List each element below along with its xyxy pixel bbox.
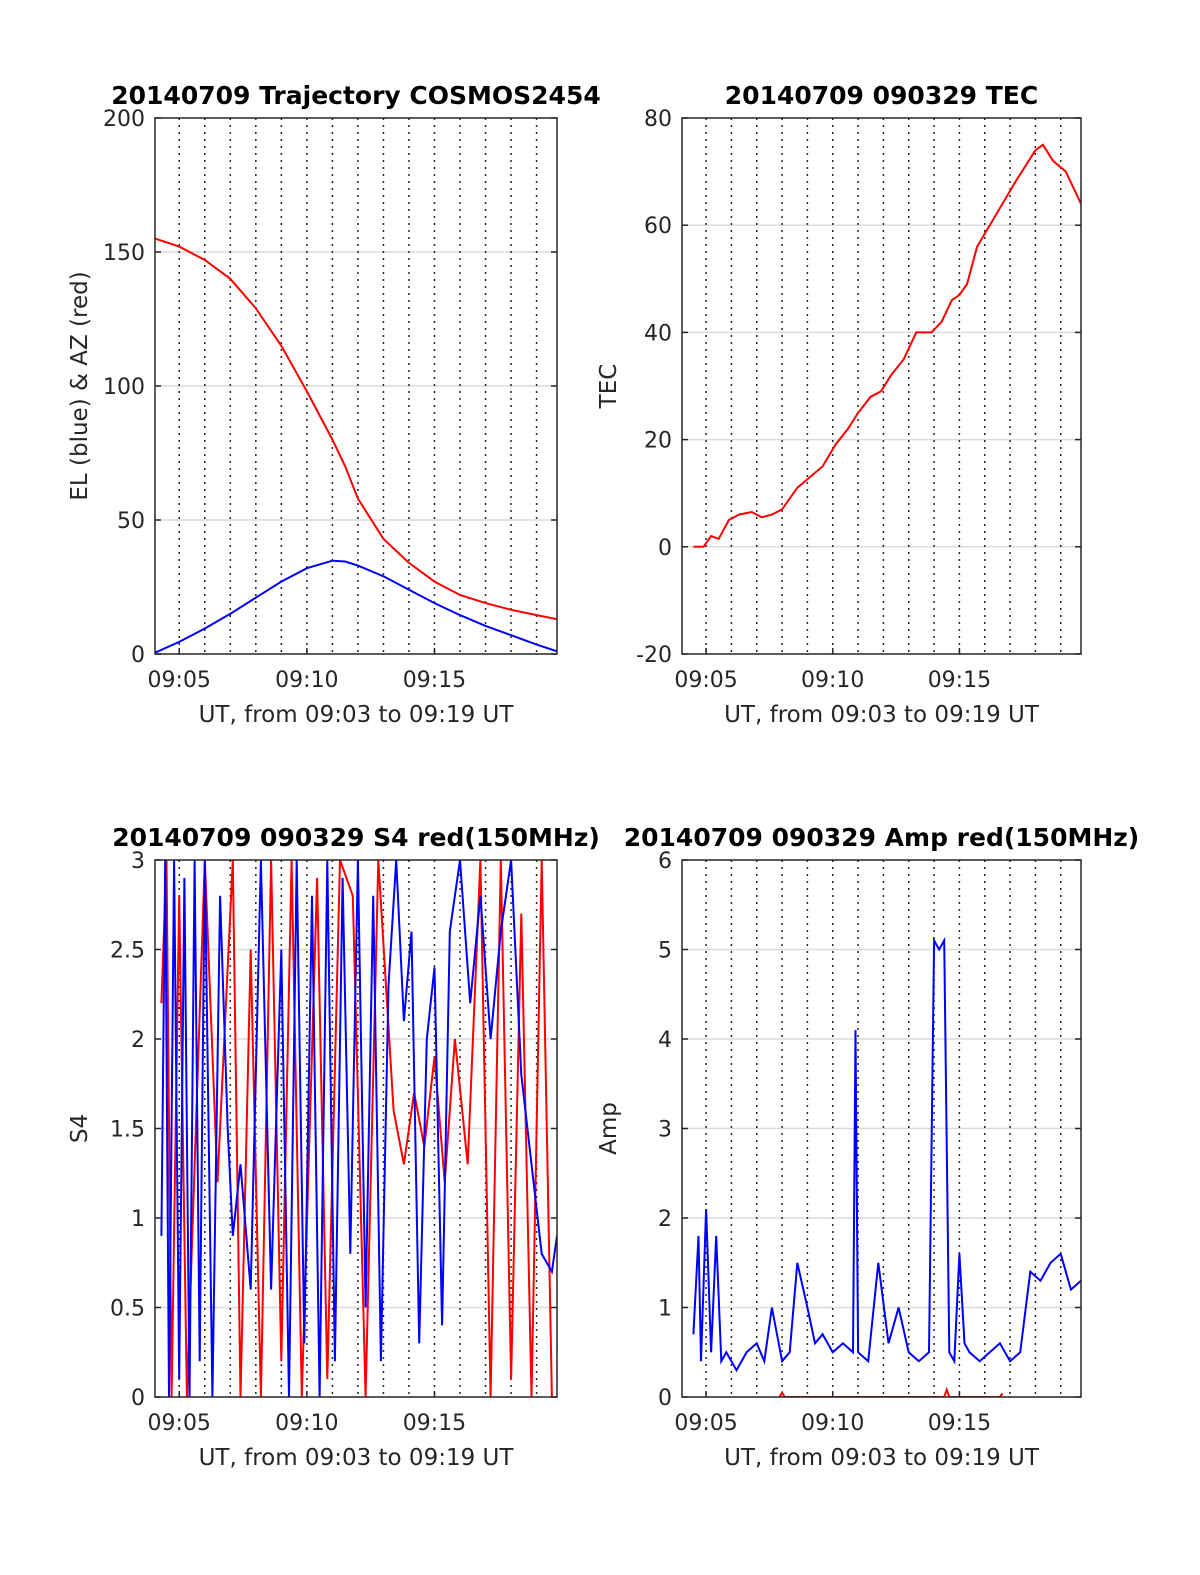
series-line-2 — [160, 860, 557, 1397]
y-axis-label: S4 — [67, 1114, 93, 1143]
chart-title: 20140709 090329 TEC — [725, 81, 1038, 110]
ytick-label: 4 — [658, 1028, 672, 1053]
ytick-label: 1.5 — [110, 1118, 145, 1143]
ytick-label: -20 — [636, 643, 672, 668]
ytick-label: 3 — [658, 1118, 672, 1143]
ytick-label: 3 — [131, 849, 145, 874]
xtick-label: 09:05 — [674, 1411, 737, 1436]
series-line-1 — [693, 143, 1081, 548]
x-axis-label: UT, from 09:03 to 09:19 UT — [199, 1445, 515, 1471]
y-axis-label: EL (blue) & AZ (red) — [67, 271, 93, 500]
chart-title: 20140709 Trajectory COSMOS2454 — [111, 81, 601, 110]
xtick-label: 09:05 — [674, 668, 737, 693]
ytick-label: 1 — [658, 1297, 672, 1322]
panel-amp: 0 1 2 3 4 5 6 09:05 09:10 09:15 20140709 090329 Am… — [596, 823, 1139, 1471]
ytick-label: 100 — [103, 375, 145, 400]
chart-title: 20140709 090329 Amp red(150MHz) — [624, 823, 1140, 852]
series-line-2 — [155, 559, 557, 654]
ytick-label: 0 — [131, 1386, 145, 1411]
ytick-label: 2 — [658, 1207, 672, 1232]
axes-frame — [681, 117, 1082, 655]
xtick-label: 09:10 — [275, 1411, 338, 1436]
series-line-1 — [160, 860, 553, 1397]
series-line-1 — [155, 237, 557, 621]
panel-s4: 0 0.5 1 1.5 2 2.5 3 09:05 09:10 09:15 20140709 090… — [67, 823, 600, 1471]
xtick-label: 09:10 — [801, 668, 864, 693]
panel-trajectory: 0 50 100 150 200 09:05 09:10 09:15 20140709 Traj… — [67, 81, 601, 728]
panel-tec: -20 0 20 40 60 80 09:05 09:10 09:15 20140709 0903… — [596, 81, 1082, 728]
ytick-label: 60 — [644, 214, 672, 239]
ytick-label: 1 — [131, 1207, 145, 1232]
ytick-label: 150 — [103, 241, 145, 266]
xtick-label: 09:10 — [801, 1411, 864, 1436]
xtick-label: 09:15 — [403, 668, 466, 693]
ytick-label: 0.5 — [110, 1297, 145, 1322]
ytick-label: 40 — [644, 321, 672, 346]
chart-title: 20140709 090329 S4 red(150MHz) — [112, 823, 600, 852]
ytick-label: 0 — [131, 643, 145, 668]
series-line-2 — [692, 936, 1081, 1373]
series-line-1 — [778, 1386, 1004, 1397]
y-axis-label: TEC — [596, 364, 622, 410]
x-axis-label: UT, from 09:03 to 09:19 UT — [724, 1445, 1040, 1471]
ytick-label: 20 — [644, 429, 672, 454]
ytick-label: 6 — [658, 849, 672, 874]
x-axis-label: UT, from 09:03 to 09:19 UT — [724, 702, 1040, 728]
xtick-label: 09:10 — [275, 668, 338, 693]
ytick-label: 80 — [644, 107, 672, 132]
ytick-label: 0 — [658, 1386, 672, 1411]
xtick-label: 09:15 — [928, 1411, 991, 1436]
x-axis-label: UT, from 09:03 to 09:19 UT — [199, 702, 515, 728]
xtick-label: 09:15 — [403, 1411, 466, 1436]
ytick-label: 0 — [658, 536, 672, 561]
xtick-label: 09:15 — [928, 668, 991, 693]
ytick-label: 50 — [117, 509, 145, 534]
xtick-label: 09:05 — [148, 668, 211, 693]
ytick-label: 2.5 — [110, 939, 145, 964]
ytick-label: 200 — [103, 107, 145, 132]
xtick-label: 09:05 — [148, 1411, 211, 1436]
ytick-label: 2 — [131, 1028, 145, 1053]
ytick-label: 5 — [658, 939, 672, 964]
y-axis-label: Amp — [596, 1102, 622, 1155]
